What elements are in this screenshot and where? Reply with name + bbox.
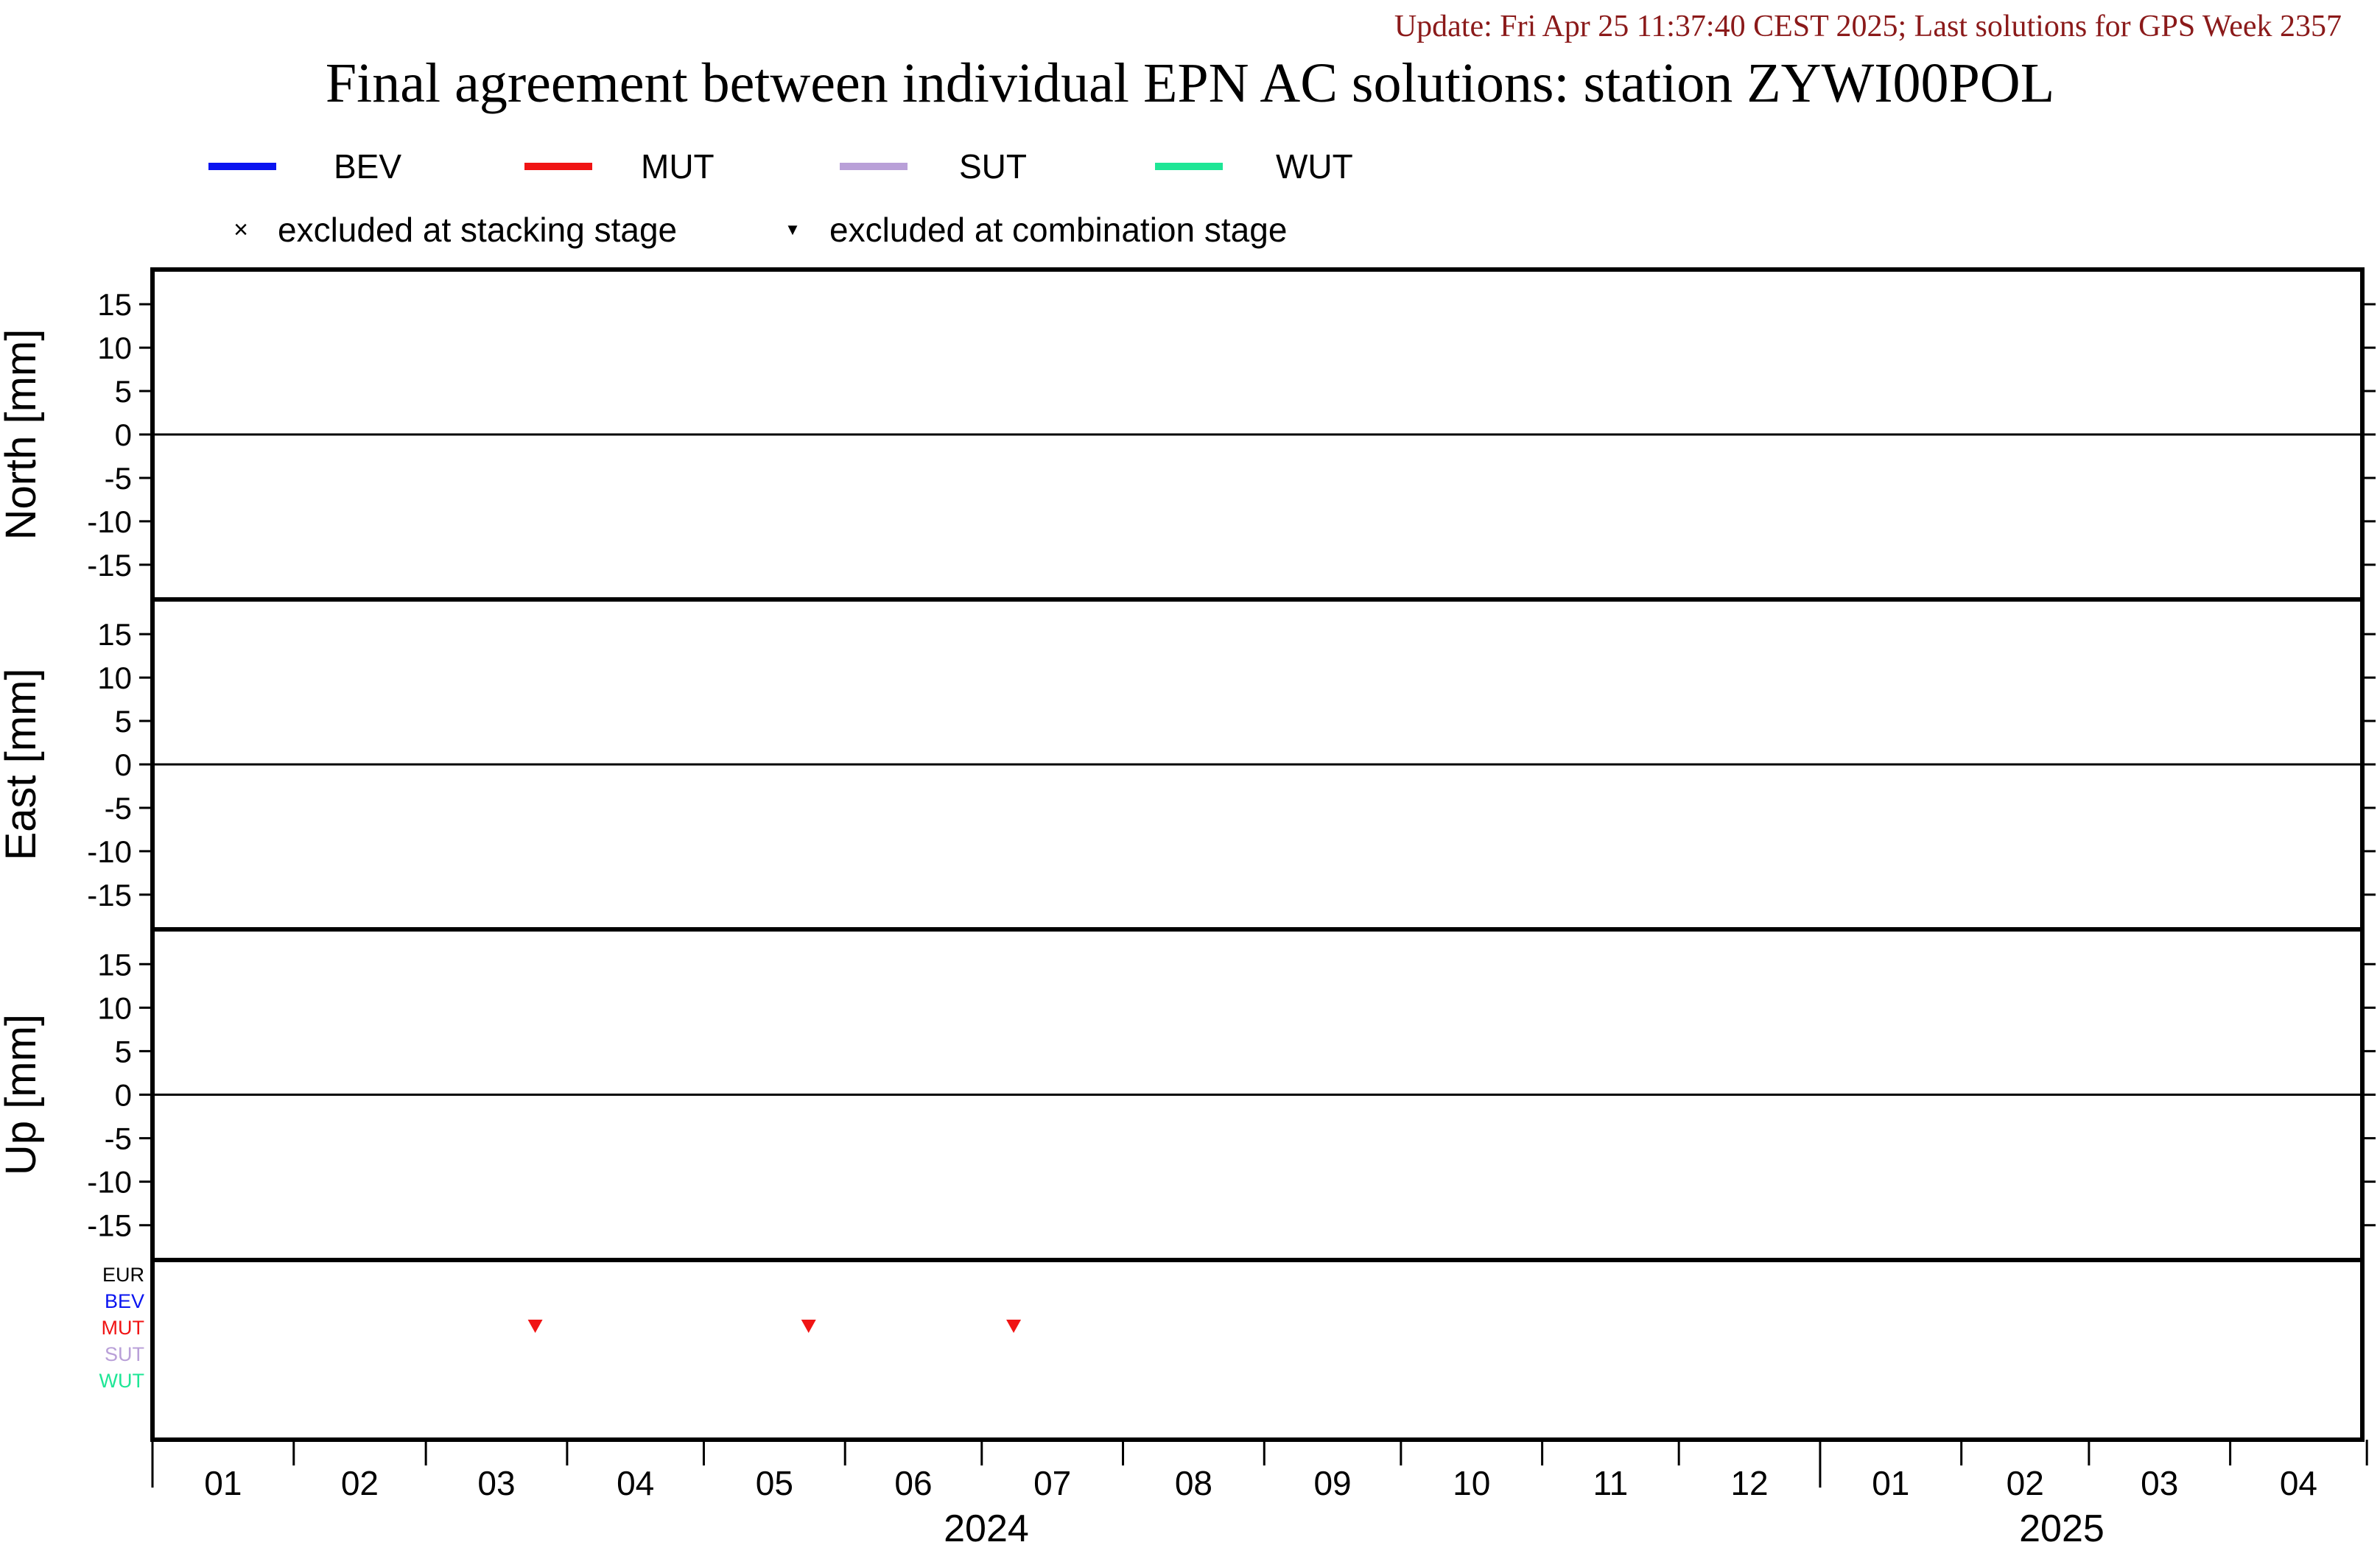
chart-title: Final agreement between individual EPN A… — [325, 52, 2055, 114]
y-tick-label: -15 — [87, 1208, 132, 1243]
y-tick-label: -10 — [87, 504, 132, 539]
y-axis-label-east: East [mm] — [0, 668, 45, 860]
month-label: 05 — [756, 1464, 793, 1502]
y-tick-label: 10 — [97, 331, 132, 365]
legend-combination-label: excluded at combination stage — [829, 211, 1288, 249]
legend-swatch-wut — [1155, 163, 1223, 170]
legend-combination-exclusion: ▼ excluded at combination stage — [778, 210, 1287, 250]
month-label: 01 — [204, 1464, 242, 1502]
month-label: 02 — [2007, 1464, 2044, 1502]
exclusion-row-label-wut: WUT — [99, 1370, 144, 1392]
combination-exclusion-marker — [1006, 1320, 1022, 1333]
y-tick-label: 15 — [97, 617, 132, 652]
month-label: 02 — [341, 1464, 379, 1502]
exclusion-panel-frame — [150, 1258, 2365, 1442]
y-tick-label: -15 — [87, 878, 132, 912]
legend-label-bev: BEV — [334, 147, 402, 186]
legend-label-sut: SUT — [959, 147, 1027, 186]
legend-swatch-bev — [208, 163, 276, 170]
y-tick-label: 5 — [115, 704, 132, 739]
y-tick-label: 15 — [97, 947, 132, 982]
y-tick-label: -10 — [87, 1165, 132, 1200]
year-label-2025: 2025 — [2019, 1507, 2105, 1545]
exclusion-row-label-eur: EUR — [102, 1264, 144, 1286]
y-tick-label: 0 — [115, 747, 132, 782]
combination-exclusion-marker — [527, 1320, 543, 1333]
legend-stacking-label: excluded at stacking stage — [278, 211, 678, 249]
y-tick-label: 10 — [97, 990, 132, 1025]
y-tick-label: 0 — [115, 418, 132, 452]
y-tick-label: -15 — [87, 548, 132, 583]
month-label: 04 — [2280, 1464, 2317, 1502]
month-label: 01 — [1872, 1464, 1909, 1502]
y-tick-label: -5 — [105, 461, 132, 496]
y-tick-label: 15 — [97, 287, 132, 322]
cross-marker-icon: × — [234, 215, 248, 244]
month-label: 10 — [1453, 1464, 1490, 1502]
legend-stacking-exclusion: × excluded at stacking stage — [226, 210, 677, 250]
y-tick-label: -10 — [87, 834, 132, 869]
month-label: 12 — [1730, 1464, 1768, 1502]
month-label: 11 — [1593, 1464, 1628, 1502]
y-axis-label-up: Up [mm] — [0, 1014, 45, 1175]
exclusion-row-label-bev: BEV — [105, 1290, 144, 1312]
month-label: 04 — [617, 1464, 654, 1502]
legend-swatch-mut — [524, 163, 592, 170]
legend-item-mut: MUT — [524, 144, 715, 189]
month-label: 09 — [1313, 1464, 1351, 1502]
y-tick-label: -5 — [105, 1122, 132, 1156]
y-axis-label-north: North [mm] — [0, 329, 45, 541]
legend-item-sut: SUT — [840, 144, 1027, 189]
month-label: 03 — [2141, 1464, 2178, 1502]
combination-exclusion-marker — [801, 1320, 816, 1333]
y-tick-label: 10 — [97, 661, 132, 695]
month-label: 06 — [894, 1464, 932, 1502]
triangle-marker-icon: ▼ — [784, 220, 801, 239]
legend-swatch-sut — [840, 163, 908, 170]
exclusion-row-label-mut: MUT — [102, 1317, 144, 1339]
y-tick-label: 5 — [115, 1034, 132, 1069]
month-label: 08 — [1175, 1464, 1212, 1502]
legend-label-wut: WUT — [1276, 147, 1353, 186]
y-tick-label: -5 — [105, 791, 132, 826]
month-label: 03 — [477, 1464, 515, 1502]
update-timestamp: Update: Fri Apr 25 11:37:40 CEST 2025; L… — [1394, 10, 2342, 43]
legend-item-wut: WUT — [1155, 144, 1353, 189]
y-tick-label: 5 — [115, 374, 132, 409]
exclusion-row-label-sut: SUT — [105, 1343, 144, 1365]
month-label: 07 — [1033, 1464, 1071, 1502]
year-label-2024: 2024 — [944, 1507, 1029, 1545]
y-tick-label: 0 — [115, 1078, 132, 1113]
legend-label-mut: MUT — [641, 147, 715, 186]
legend-item-bev: BEV — [208, 144, 401, 189]
